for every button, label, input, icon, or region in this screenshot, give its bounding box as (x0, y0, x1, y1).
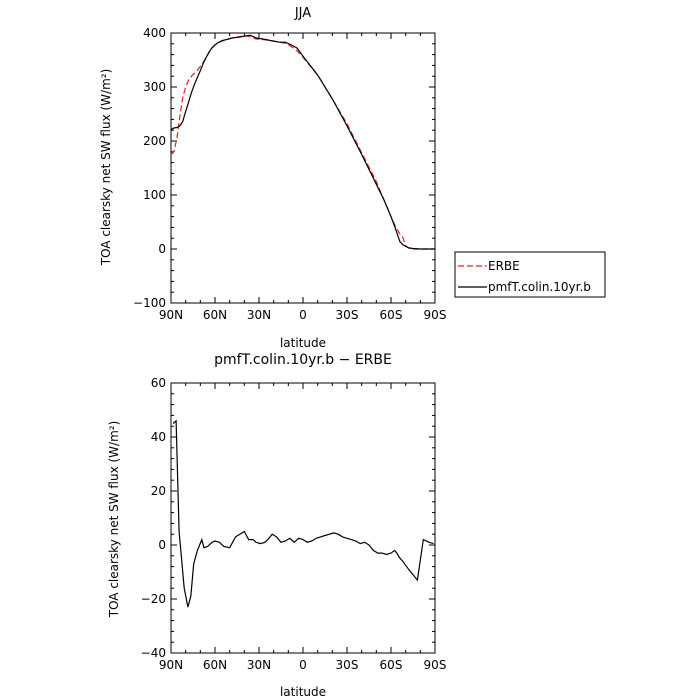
top-title: JJA (294, 6, 311, 21)
bottom-xlabel: latitude (280, 685, 326, 699)
bottom-ylabel: TOA clearsky net SW flux (W/m²) (107, 421, 121, 619)
bottom-ytick-label: 40 (151, 430, 166, 444)
bottom-xtick-label: 60S (380, 658, 403, 672)
top-ytick-label: 200 (143, 134, 166, 148)
top-ylabel: TOA clearsky net SW flux (W/m²) (99, 69, 113, 267)
bottom-xtick-label: 0 (299, 658, 307, 672)
top-xtick-label: 30S (336, 308, 359, 322)
top-series-line-pmft-colin-10yr-b (170, 34, 435, 250)
top-panel: JJA TOA clearsky net SW flux (W/m²) lati… (99, 6, 446, 350)
top-ytick-label: 300 (143, 80, 166, 94)
top-xtick-label: 30N (247, 308, 271, 322)
top-xtick-label: 60N (203, 308, 227, 322)
bottom-ytick-label: 0 (158, 538, 166, 552)
top-axes: 90N 60N 30N 0 30S 60S 90S 400 300 200 100 0 −100 (133, 26, 446, 322)
bottom-xtick-label: 60N (203, 658, 227, 672)
top-plot-frame (170, 32, 436, 304)
bottom-xtick-label: 90N (159, 658, 183, 672)
legend-box (454, 251, 606, 298)
bottom-xtick-label: 30N (247, 658, 271, 672)
legend-label-erbe: ERBE (488, 259, 520, 273)
bottom-plot-frame (170, 382, 436, 654)
top-xtick-label: 90N (159, 308, 183, 322)
bottom-ytick-label: −20 (141, 592, 166, 606)
top-xlabel: latitude (280, 336, 326, 350)
top-series-line-erbe (170, 35, 435, 250)
bottom-xtick-label: 30S (336, 658, 359, 672)
top-ytick-label: −100 (133, 296, 166, 310)
bottom-series-line-difference (172, 419, 434, 608)
top-ytick-label: 0 (158, 242, 166, 256)
bottom-axes: 90N 60N 30N 0 30S 60S 90S 60 40 20 0 −20 −40 (141, 376, 447, 672)
top-ytick-label: 400 (143, 26, 166, 40)
bottom-ytick-label: 20 (151, 484, 166, 498)
top-xtick-label: 60S (380, 308, 403, 322)
bottom-ytick-label: −40 (141, 646, 166, 660)
bottom-panel: pmfT.colin.10yr.b − ERBE TOA clearsky ne… (107, 352, 446, 699)
bottom-title: pmfT.colin.10yr.b − ERBE (214, 352, 392, 368)
bottom-xtick-label: 90S (424, 658, 447, 672)
top-xtick-label: 90S (424, 308, 447, 322)
top-xtick-label: 0 (299, 308, 307, 322)
legend: ERBE pmfT.colin.10yr.b (454, 251, 606, 298)
bottom-ytick-label: 60 (151, 376, 166, 390)
legend-label-model: pmfT.colin.10yr.b (488, 280, 591, 294)
top-ytick-label: 100 (143, 188, 166, 202)
